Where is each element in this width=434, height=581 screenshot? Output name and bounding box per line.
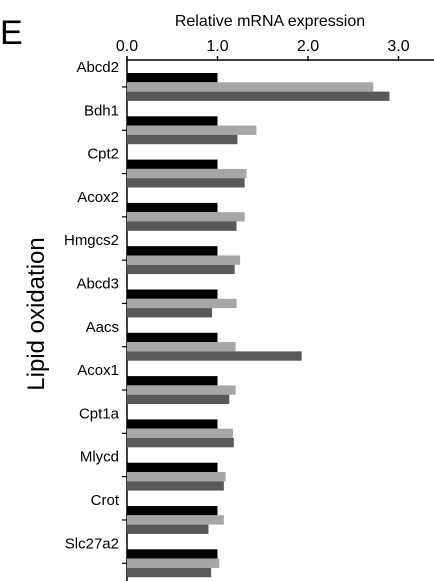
category-label: Acox1: [77, 362, 119, 379]
category-label: Crot: [91, 492, 120, 509]
panel-label: E: [0, 14, 23, 52]
x-tick-label: 3.0: [387, 38, 409, 55]
bar: [127, 82, 374, 92]
y-axis-title: Lipid oxidation: [23, 237, 50, 390]
category-label: Cpt2: [87, 146, 119, 163]
bar: [127, 202, 218, 213]
bar: [127, 462, 218, 472]
bar: [127, 428, 233, 438]
category-label: Hmgcs2: [64, 232, 119, 249]
bar: [127, 246, 218, 256]
bar: [127, 168, 247, 179]
bar: [127, 125, 257, 135]
category-label: Acox2: [77, 189, 119, 206]
bar: [127, 472, 226, 482]
bar: [127, 212, 245, 222]
category-label: Abcd2: [76, 59, 119, 76]
category-label: Cpt1a: [79, 405, 120, 422]
bar: [127, 506, 218, 516]
bar: [127, 264, 235, 275]
bar: [127, 91, 390, 101]
bar: [127, 308, 213, 318]
x-tick-label: 0.0: [116, 38, 138, 55]
bar: [127, 332, 218, 343]
category-label: Mlycd: [80, 449, 119, 466]
bar: [127, 515, 224, 525]
bar: [127, 73, 218, 83]
bar: [127, 481, 224, 491]
bar: [127, 178, 245, 188]
bar: [127, 351, 302, 361]
bar: [127, 289, 218, 299]
bar: [127, 376, 218, 386]
category-label: Aacs: [86, 319, 119, 336]
bar: [127, 558, 220, 568]
bar: [127, 134, 238, 145]
bar: [127, 298, 237, 309]
x-axis: 0.0 1.0 2.0 3.0: [116, 38, 434, 581]
bar: [127, 524, 209, 534]
bar: [127, 419, 218, 429]
bar: [127, 438, 234, 448]
bar: [127, 394, 230, 404]
bar: [127, 159, 218, 169]
bar: [127, 385, 236, 395]
category-label: Slc27a2: [65, 535, 119, 552]
bar: [127, 116, 218, 126]
bar: [127, 255, 241, 265]
category-label: Abcd3: [76, 276, 119, 293]
x-axis-title: Relative mRNA expression: [175, 13, 365, 30]
bar: [127, 549, 218, 559]
bar: [127, 342, 236, 352]
category-label: Bdh1: [84, 102, 119, 119]
bar-groups: Abcd2 Bdh1 Cpt2 Acox2 Hmgcs2 Abcd3 Aacs Acox1 Cp…: [64, 59, 390, 578]
x-tick-label: 1.0: [206, 38, 228, 55]
bar: [127, 221, 237, 231]
x-tick-label: 2.0: [297, 38, 319, 55]
bar: [127, 567, 212, 578]
